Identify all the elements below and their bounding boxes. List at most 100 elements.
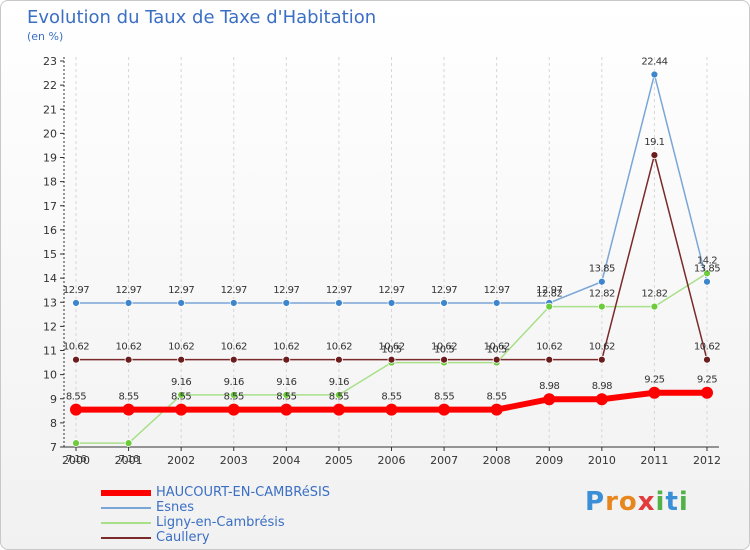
y-tick-label: 23: [43, 55, 57, 68]
data-point: [650, 70, 659, 79]
data-label: 8.98: [592, 381, 612, 392]
data-label: 8.55: [276, 392, 296, 403]
proxiti-logo: Proxiti: [585, 487, 689, 517]
data-label: 10.62: [378, 342, 404, 353]
data-label: 12.97: [484, 285, 510, 296]
chart-subtitle: (en %): [27, 30, 64, 43]
data-point: [597, 302, 606, 311]
data-label: 8.55: [381, 392, 401, 403]
data-label: 8.55: [224, 392, 244, 403]
data-label: 9.16: [276, 377, 296, 388]
data-label: 8.55: [329, 392, 349, 403]
x-tick-label: 2008: [483, 454, 511, 467]
data-point: [282, 299, 291, 307]
legend-swatch-esnes: [101, 507, 151, 509]
data-point: [124, 439, 133, 448]
x-tick-label: 2012: [693, 454, 721, 467]
y-tick-label: 17: [43, 200, 57, 213]
legend-swatch-ligny: [101, 522, 151, 524]
data-point: [177, 390, 186, 399]
x-tick-label: 2005: [325, 454, 353, 467]
data-point: [177, 355, 186, 364]
data-label: 10.62: [221, 342, 247, 353]
y-tick-label: 7: [50, 441, 57, 454]
data-point: [648, 386, 661, 399]
data-point: [282, 355, 291, 364]
data-label: 12.97: [378, 285, 404, 296]
data-label: 7.16: [118, 454, 138, 465]
y-tick-label: 21: [43, 103, 57, 116]
y-tick-label: 20: [43, 127, 57, 140]
data-point: [72, 299, 80, 307]
data-label: 10.62: [694, 342, 720, 353]
data-point: [492, 355, 501, 364]
data-label: 12.97: [63, 285, 89, 296]
data-label: 10.5: [381, 345, 401, 356]
data-label: 8.55: [487, 392, 507, 403]
legend-label-caullery: Caullery: [156, 530, 210, 545]
chart-title: Evolution du Taux de Taxe d'Habitation: [27, 7, 377, 28]
legend-swatch-caullery: [101, 537, 151, 539]
legend-label-esnes: Esnes: [156, 500, 194, 515]
data-label: 12.97: [326, 285, 352, 296]
y-tick-label: 10: [43, 369, 57, 382]
data-point: [543, 393, 556, 406]
data-label: 12.97: [536, 285, 562, 296]
legend-swatch-haucourt: [101, 490, 151, 496]
y-tick-label: 22: [43, 79, 57, 92]
data-label: 8.55: [171, 392, 191, 403]
data-point: [438, 403, 451, 416]
data-label: 10.62: [326, 342, 352, 353]
legend-label-haucourt: HAUCOURT-EN-CAMBRéSIS: [156, 485, 331, 500]
data-point: [440, 299, 448, 307]
data-point: [124, 299, 133, 307]
data-point: [650, 302, 659, 311]
data-point: [229, 390, 238, 399]
data-label: 10.62: [63, 342, 89, 353]
y-tick-label: 13: [43, 296, 57, 309]
data-label: 19.1: [644, 137, 664, 148]
data-point: [124, 355, 133, 364]
x-tick-label: 2000: [62, 454, 90, 467]
data-label: 12.97: [431, 285, 457, 296]
data-point: [701, 386, 713, 399]
data-point: [385, 403, 398, 416]
data-point: [597, 277, 606, 286]
data-point: [703, 269, 711, 278]
x-tick-label: 2003: [220, 454, 248, 467]
data-label: 8.55: [434, 392, 454, 403]
data-point: [387, 299, 396, 307]
legend-label-ligny: Ligny-en-Cambrésis: [156, 515, 285, 530]
data-label: 13.85: [589, 264, 615, 275]
data-point: [229, 355, 238, 364]
data-label: 10.62: [431, 342, 457, 353]
data-label: 10.62: [589, 342, 615, 353]
data-point: [282, 390, 291, 399]
y-tick-label: 19: [43, 152, 57, 165]
data-point: [703, 277, 711, 286]
data-point: [440, 355, 448, 364]
data-label: 12.97: [273, 285, 299, 296]
data-label: 9.25: [644, 375, 664, 386]
data-point: [703, 355, 711, 364]
data-point: [595, 393, 608, 406]
data-label: 9.25: [697, 375, 717, 386]
data-point: [280, 403, 293, 416]
data-point: [72, 355, 80, 364]
data-label: 10.5: [487, 345, 507, 356]
data-label: 10.5: [434, 345, 454, 356]
data-point: [650, 151, 659, 159]
data-label: 12.97: [221, 285, 247, 296]
data-point: [492, 299, 501, 307]
data-label: 22.44: [641, 57, 667, 68]
data-point: [229, 299, 238, 307]
data-label: 8.98: [539, 381, 559, 392]
data-point: [177, 299, 186, 307]
x-tick-label: 2010: [588, 454, 616, 467]
y-tick-label: 18: [43, 176, 57, 189]
data-point: [335, 390, 343, 399]
data-label: 10.62: [273, 342, 299, 353]
data-point: [597, 355, 606, 364]
data-point: [545, 302, 554, 311]
